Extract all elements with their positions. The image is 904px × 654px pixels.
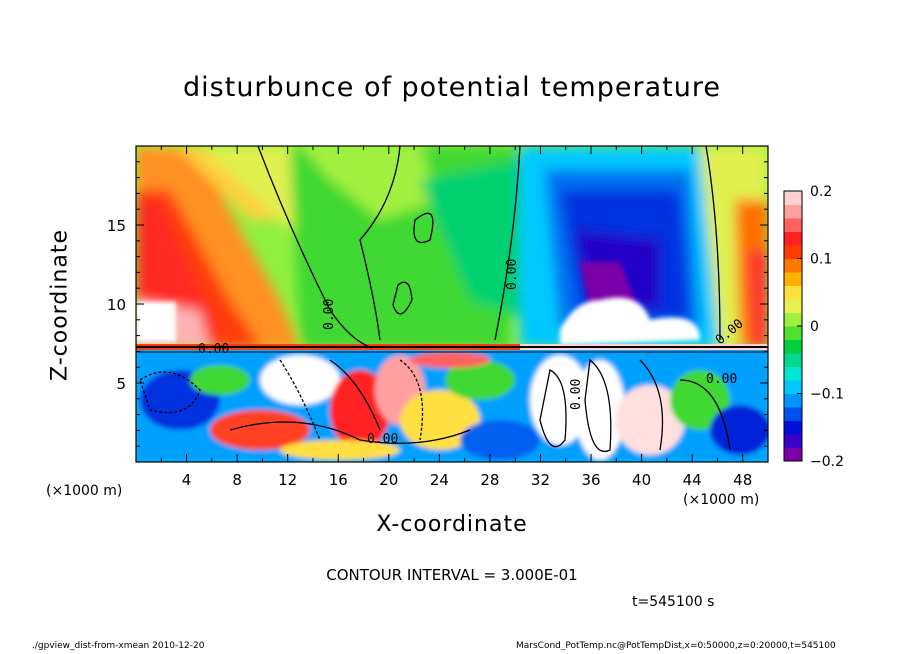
x-tick-label: 28 — [480, 471, 499, 489]
contour-line — [229, 421, 471, 444]
x-tick-label: 20 — [379, 471, 398, 489]
colorbar-swatch — [784, 299, 802, 313]
colorbar-swatch — [784, 312, 802, 327]
y-axis: 5 10 15 — [107, 161, 768, 447]
colorbar-swatch — [784, 218, 802, 232]
colorbar-swatch — [784, 258, 802, 273]
colorbar-tick-label: 0.2 — [810, 184, 832, 200]
colorbar-tick-label: 0.1 — [810, 252, 832, 268]
footer-script-label: ./gpview_dist-from-xmean 2010-12-20 — [32, 641, 205, 651]
y-tick-label: 15 — [107, 217, 126, 235]
x-axis: 4 8 12 16 20 24 28 32 36 40 44 48 — [160, 146, 752, 489]
colorbar-swatch — [784, 191, 802, 205]
colorbar-swatch — [784, 339, 802, 354]
contour-interval-label: CONTOUR INTERVAL = 3.000E-01 — [326, 566, 578, 584]
contour-line — [329, 359, 381, 431]
contour-line — [139, 371, 201, 414]
y-tick-label: 5 — [116, 375, 126, 393]
contour-line — [705, 146, 721, 341]
x-tick-label: 48 — [733, 471, 752, 489]
x-unit-label-right: (×1000 m) — [683, 492, 760, 508]
contour-line — [359, 146, 401, 341]
x-tick-label: 40 — [632, 471, 651, 489]
x-tick-label: 44 — [683, 471, 702, 489]
x-tick-label: 32 — [531, 471, 550, 489]
colorbar-swatch — [784, 231, 802, 246]
contour-label: 0.00 — [367, 432, 398, 447]
colorbar-swatch — [784, 366, 802, 381]
x-tick-label: 16 — [329, 471, 348, 489]
x-tick-label: 12 — [278, 471, 297, 489]
contour-label: 0.00 — [569, 379, 584, 410]
colorbar-swatch — [784, 326, 802, 340]
colorbar-swatch — [784, 204, 802, 219]
contour-label: 0.00 — [322, 299, 337, 330]
colorbar: 0.2 0.1 0 −0.1 −0.2 — [783, 184, 844, 470]
contour-label: 0.00 — [505, 259, 520, 290]
colorbar-swatch — [784, 245, 802, 259]
colorbar-swatch — [784, 447, 802, 462]
x-tick-label: 4 — [182, 471, 192, 489]
x-axis-label: X-coordinate — [376, 512, 528, 537]
y-tick-label: 10 — [107, 296, 126, 314]
colorbar-tick-label: −0.2 — [810, 454, 844, 470]
colorbar-swatch — [784, 272, 802, 286]
contour-label: 0.00 — [198, 342, 229, 357]
colorbar-tick-label: 0 — [810, 319, 819, 335]
contour-line — [413, 212, 434, 244]
x-unit-label-left: (×1000 m) — [46, 483, 123, 499]
contour-lines — [136, 146, 768, 453]
colorbar-tick-label: −0.1 — [810, 387, 844, 403]
colorbar-swatch — [784, 353, 802, 367]
y-axis-label: Z-coordinate — [47, 229, 73, 381]
contour-line — [539, 369, 567, 448]
colorbar-swatch — [784, 393, 802, 408]
contour-line — [392, 281, 413, 315]
contour-label: 0.00 — [706, 372, 737, 387]
contour-line — [399, 359, 424, 441]
chart-title: disturbunce of potential temperature — [183, 72, 721, 103]
x-tick-label: 8 — [232, 471, 242, 489]
footer-source-label: MarsCond_PotTemp.nc@PotTempDist,x=0:5000… — [516, 641, 836, 651]
x-tick-label: 36 — [581, 471, 600, 489]
colorbar-swatch — [784, 420, 802, 435]
colorbar-swatch — [784, 380, 802, 394]
x-tick-label: 24 — [430, 471, 449, 489]
heatmap-field — [136, 146, 768, 462]
colorbar-swatch — [784, 434, 802, 448]
contour-line — [584, 358, 612, 453]
time-label: t=545100 s — [632, 594, 715, 610]
contour-line — [279, 359, 321, 441]
contour-line — [494, 146, 521, 341]
colorbar-swatch — [784, 285, 802, 300]
contour-line — [679, 379, 731, 451]
contour-line — [639, 359, 664, 451]
colorbar-swatch — [784, 407, 802, 421]
contour-line — [257, 146, 373, 349]
